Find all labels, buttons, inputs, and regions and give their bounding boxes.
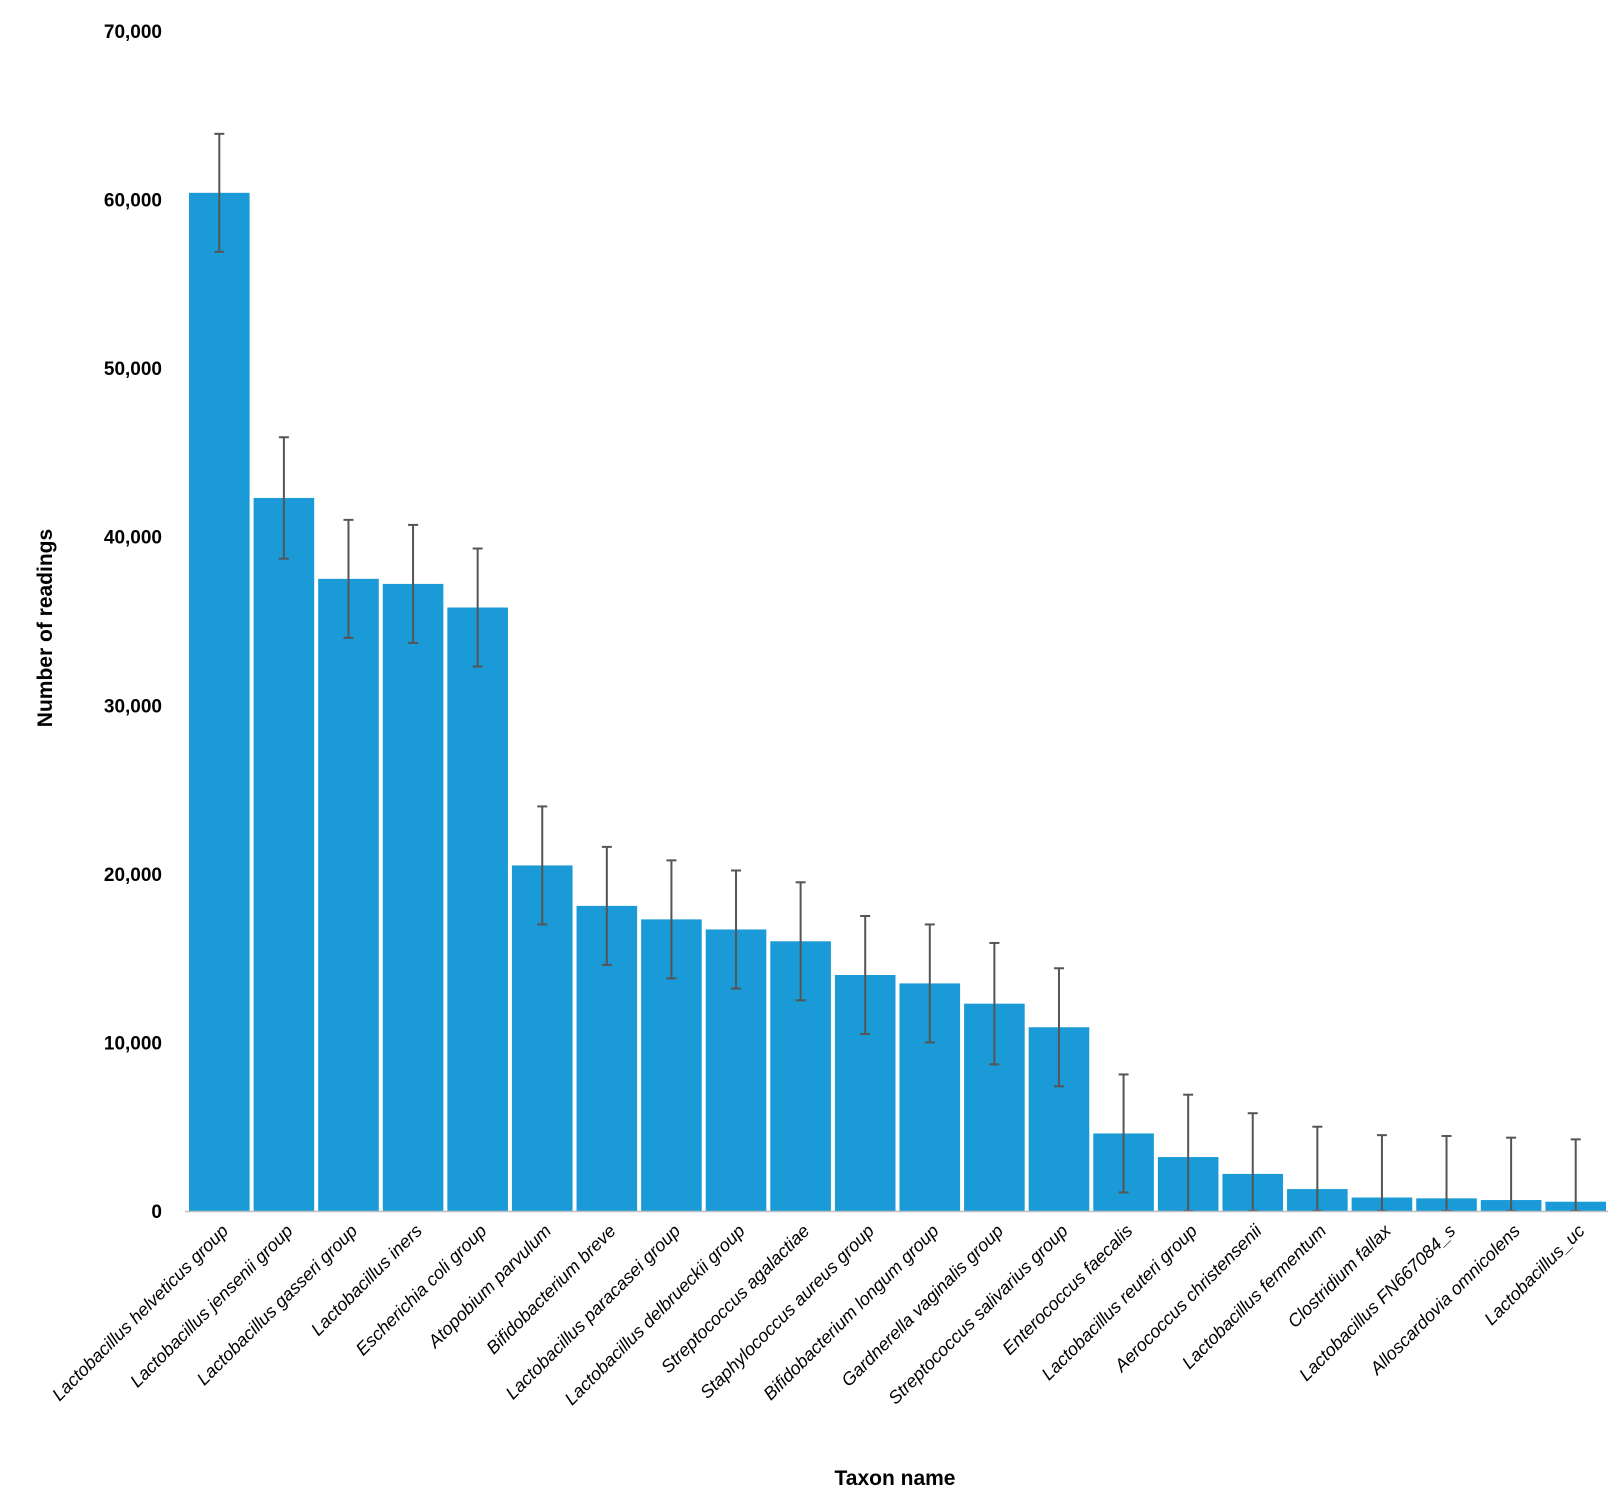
error-bar — [278, 436, 289, 560]
bar — [447, 607, 508, 1211]
y-tick-label: 20,000 — [104, 865, 162, 886]
error-bar — [1570, 1138, 1581, 1212]
x-axis-title: Taxon name — [835, 1467, 956, 1490]
error-bar — [1053, 967, 1064, 1088]
error-bar — [989, 941, 1000, 1066]
x-tick-label: Lactobacillus iners — [307, 1221, 426, 1340]
y-axis-title: Number of readings — [34, 529, 57, 727]
error-bar — [601, 845, 612, 966]
error-bar — [731, 869, 742, 990]
y-tick-label: 60,000 — [104, 191, 162, 212]
error-bar — [537, 805, 548, 926]
x-tick-label: Escherichia coli group — [352, 1221, 491, 1360]
error-bar — [1506, 1136, 1517, 1212]
y-tick-label: 0 — [151, 1202, 162, 1223]
y-axis-ticks: 0 10,000 20,000 30,000 40,000 50,000 60,000 70,… — [104, 22, 162, 1223]
x-tick-label: Enterococcus faecalis — [998, 1221, 1136, 1359]
x-tick-label: Bifidobacterium breve — [482, 1221, 619, 1358]
error-bar — [1118, 1073, 1129, 1194]
error-bar — [472, 547, 483, 668]
y-tick-label: 70,000 — [104, 22, 162, 43]
error-bar — [343, 518, 354, 639]
x-tick-label: Atopobium parvulum — [423, 1221, 555, 1353]
y-tick-label: 50,000 — [104, 359, 162, 380]
bar — [253, 497, 315, 1211]
y-tick-label: 40,000 — [104, 528, 162, 549]
error-bar — [860, 915, 871, 1035]
error-bar — [214, 132, 225, 253]
y-tick-label: 30,000 — [104, 696, 162, 717]
error-bar — [408, 523, 419, 644]
error-bars — [214, 132, 1581, 1212]
error-bar — [666, 859, 677, 980]
error-bar — [924, 923, 935, 1044]
bar — [318, 578, 379, 1211]
error-bar — [795, 881, 806, 1002]
x-axis-tick-labels: Lactobacillus helveticus groupLactobacil… — [48, 1220, 1588, 1409]
y-tick-label: 10,000 — [104, 1033, 162, 1054]
bar — [189, 192, 250, 1212]
bar — [382, 583, 444, 1211]
bars — [189, 192, 1606, 1212]
